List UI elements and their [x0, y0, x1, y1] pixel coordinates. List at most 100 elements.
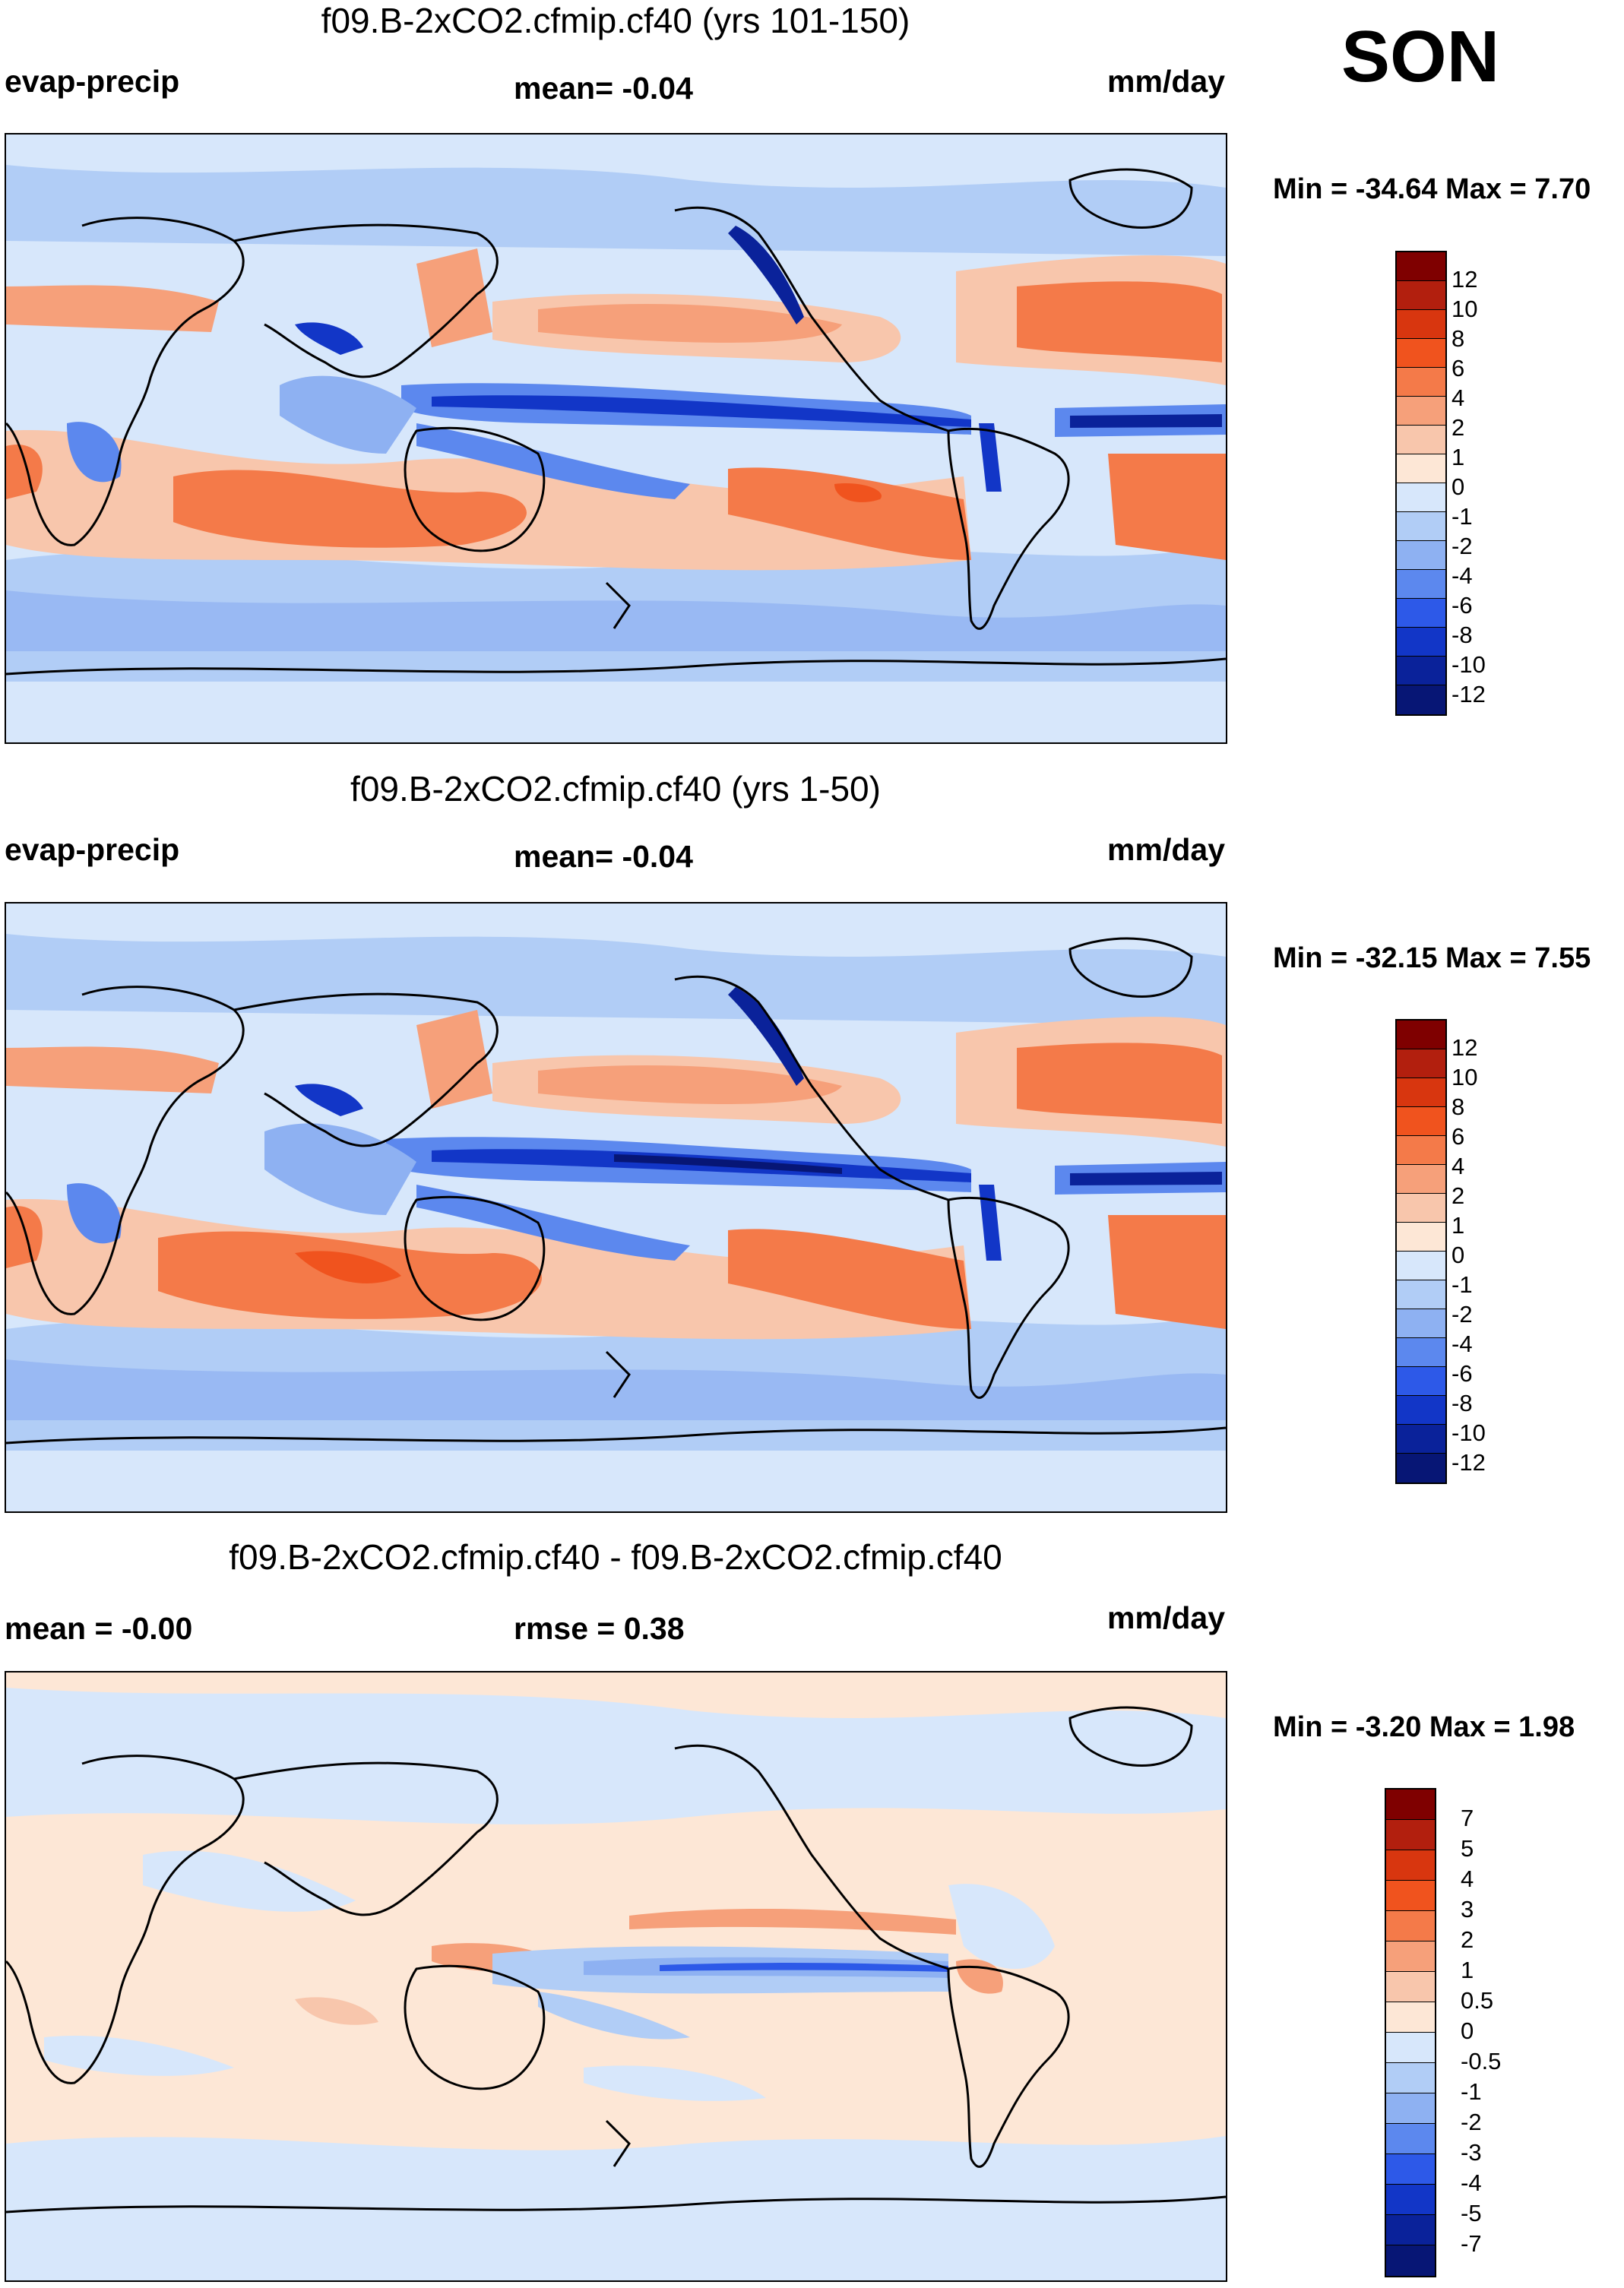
panel-1-minmax: Min = -34.64 Max = 7.70 — [1273, 173, 1591, 205]
colorbar-tick: -12 — [1451, 1449, 1486, 1476]
colorbar-tick: 0.5 — [1461, 1987, 1494, 2014]
colorbar-tick: 0 — [1451, 473, 1465, 500]
panel-1-field — [6, 134, 1226, 742]
panel-2-colorbar — [1395, 1019, 1447, 1484]
panel-2-minmax: Min = -32.15 Max = 7.55 — [1273, 942, 1591, 974]
panel-1-colorbar-box — [1397, 310, 1445, 339]
colorbar-tick: 1 — [1451, 1212, 1465, 1239]
panel-1-colorbar-box — [1397, 339, 1445, 368]
panel-1-mean-label: mean= -0.04 — [514, 71, 693, 106]
colorbar-tick: -1 — [1461, 2078, 1482, 2105]
colorbar-tick: -6 — [1451, 1360, 1473, 1387]
panel-1-colorbar-box — [1397, 657, 1445, 685]
panel-2-colorbar-box — [1397, 1021, 1445, 1049]
colorbar-tick: 4 — [1451, 1153, 1465, 1179]
colorbar-tick: 12 — [1451, 1034, 1478, 1061]
panel-1-colorbar — [1395, 251, 1447, 716]
panel-2-colorbar-box — [1397, 1136, 1445, 1165]
panel-3-colorbar-box — [1386, 2245, 1435, 2276]
colorbar-tick: -1 — [1451, 1271, 1473, 1298]
panel-2-colorbar-box — [1397, 1367, 1445, 1396]
panel-1-colorbar-box — [1397, 599, 1445, 628]
panel-1-colorbar-box — [1397, 368, 1445, 397]
panel-1-colorbar-box — [1397, 541, 1445, 570]
panel-3-colorbar-box — [1386, 1881, 1435, 1911]
panel-3-colorbar-box — [1386, 1911, 1435, 1941]
panel-2-colorbar-box — [1397, 1454, 1445, 1483]
colorbar-tick: -8 — [1451, 1390, 1473, 1416]
colorbar-tick: -4 — [1461, 2169, 1482, 2196]
panel-3-colorbar-box — [1386, 1972, 1435, 2002]
colorbar-tick: 7 — [1461, 1805, 1474, 1831]
panel-1-colorbar-box — [1397, 281, 1445, 310]
panel-1-colorbar-box — [1397, 570, 1445, 599]
panel-2-colorbar-box — [1397, 1078, 1445, 1107]
colorbar-tick: -1 — [1451, 503, 1473, 530]
panel-3-colorbar-box — [1386, 2215, 1435, 2245]
colorbar-tick: 4 — [1451, 384, 1465, 411]
colorbar-tick: 2 — [1461, 1926, 1474, 1953]
colorbar-tick: -4 — [1451, 562, 1473, 589]
panel-2-colorbar-box — [1397, 1165, 1445, 1194]
colorbar-tick: 10 — [1451, 296, 1478, 322]
panel-1-variable-label: evap-precip — [5, 64, 180, 99]
panel-2-colorbar-box — [1397, 1223, 1445, 1252]
colorbar-tick: 12 — [1451, 266, 1478, 293]
panel-3-colorbar-box — [1386, 2185, 1435, 2215]
panel-2-colorbar-box — [1397, 1107, 1445, 1136]
panel-1-colorbar-box — [1397, 426, 1445, 454]
colorbar-tick: -10 — [1451, 1419, 1486, 1446]
panel-2-variable-label: evap-precip — [5, 832, 180, 867]
colorbar-tick: -2 — [1461, 2109, 1482, 2135]
panel-2-colorbar-box — [1397, 1396, 1445, 1425]
panel-3-field — [6, 1672, 1226, 2280]
colorbar-tick: 10 — [1451, 1064, 1478, 1090]
panel-1-title: f09.B-2xCO2.cfmip.cf40 (yrs 101-150) — [321, 1, 910, 40]
panel-3-colorbar-box — [1386, 2093, 1435, 2124]
panel-2-colorbar-box — [1397, 1280, 1445, 1309]
colorbar-tick: -12 — [1451, 681, 1486, 707]
panel-3-colorbar-box — [1386, 1820, 1435, 1850]
panel-3-mean-label: mean = -0.00 — [5, 1611, 193, 1646]
panel-2-colorbar-box — [1397, 1425, 1445, 1454]
panel-2-colorbar-box — [1397, 1194, 1445, 1223]
panel-3-colorbar-box — [1386, 1941, 1435, 1972]
panel-3-colorbar-box — [1386, 2154, 1435, 2185]
panel-3-colorbar-box — [1386, 2124, 1435, 2154]
colorbar-tick: 5 — [1461, 1835, 1474, 1862]
panel-3-title: f09.B-2xCO2.cfmip.cf40 - f09.B-2xCO2.cfm… — [229, 1537, 1002, 1577]
panel-3-colorbar-box — [1386, 2033, 1435, 2063]
panel-2-colorbar-box — [1397, 1338, 1445, 1367]
season-label: SON — [1341, 16, 1500, 97]
panel-3-rmse-label: rmse = 0.38 — [514, 1611, 685, 1646]
panel-3-colorbar-box — [1386, 2002, 1435, 2033]
colorbar-tick: 0 — [1451, 1242, 1465, 1268]
colorbar-tick: -0.5 — [1461, 2048, 1502, 2074]
panel-1-colorbar-box — [1397, 397, 1445, 426]
colorbar-tick: -6 — [1451, 592, 1473, 619]
panel-1-colorbar-box — [1397, 512, 1445, 541]
colorbar-tick: 0 — [1461, 2017, 1474, 2044]
panel-1-colorbar-box — [1397, 454, 1445, 483]
colorbar-tick: -8 — [1451, 622, 1473, 648]
colorbar-tick: 1 — [1461, 1957, 1474, 1983]
panel-1-units-label: mm/day — [1107, 64, 1225, 99]
panel-3-minmax: Min = -3.20 Max = 1.98 — [1273, 1711, 1575, 1743]
colorbar-tick: 6 — [1451, 1123, 1465, 1150]
panel-2-mean-label: mean= -0.04 — [514, 839, 693, 874]
panel-3-colorbar-box — [1386, 1850, 1435, 1881]
panel-2-map — [5, 902, 1227, 1513]
panel-1-colorbar-box — [1397, 483, 1445, 512]
panel-1-colorbar-box — [1397, 685, 1445, 714]
panel-3-colorbar-box — [1386, 1790, 1435, 1820]
panel-3-units-label: mm/day — [1107, 1600, 1225, 1635]
colorbar-tick: -7 — [1461, 2230, 1482, 2257]
colorbar-tick: -2 — [1451, 1301, 1473, 1328]
panel-2-field — [6, 903, 1226, 1511]
panel-2-colorbar-box — [1397, 1309, 1445, 1338]
colorbar-tick: 8 — [1451, 1093, 1465, 1120]
colorbar-tick: -4 — [1451, 1331, 1473, 1357]
colorbar-tick: -5 — [1461, 2200, 1482, 2226]
colorbar-tick: 2 — [1451, 414, 1465, 441]
